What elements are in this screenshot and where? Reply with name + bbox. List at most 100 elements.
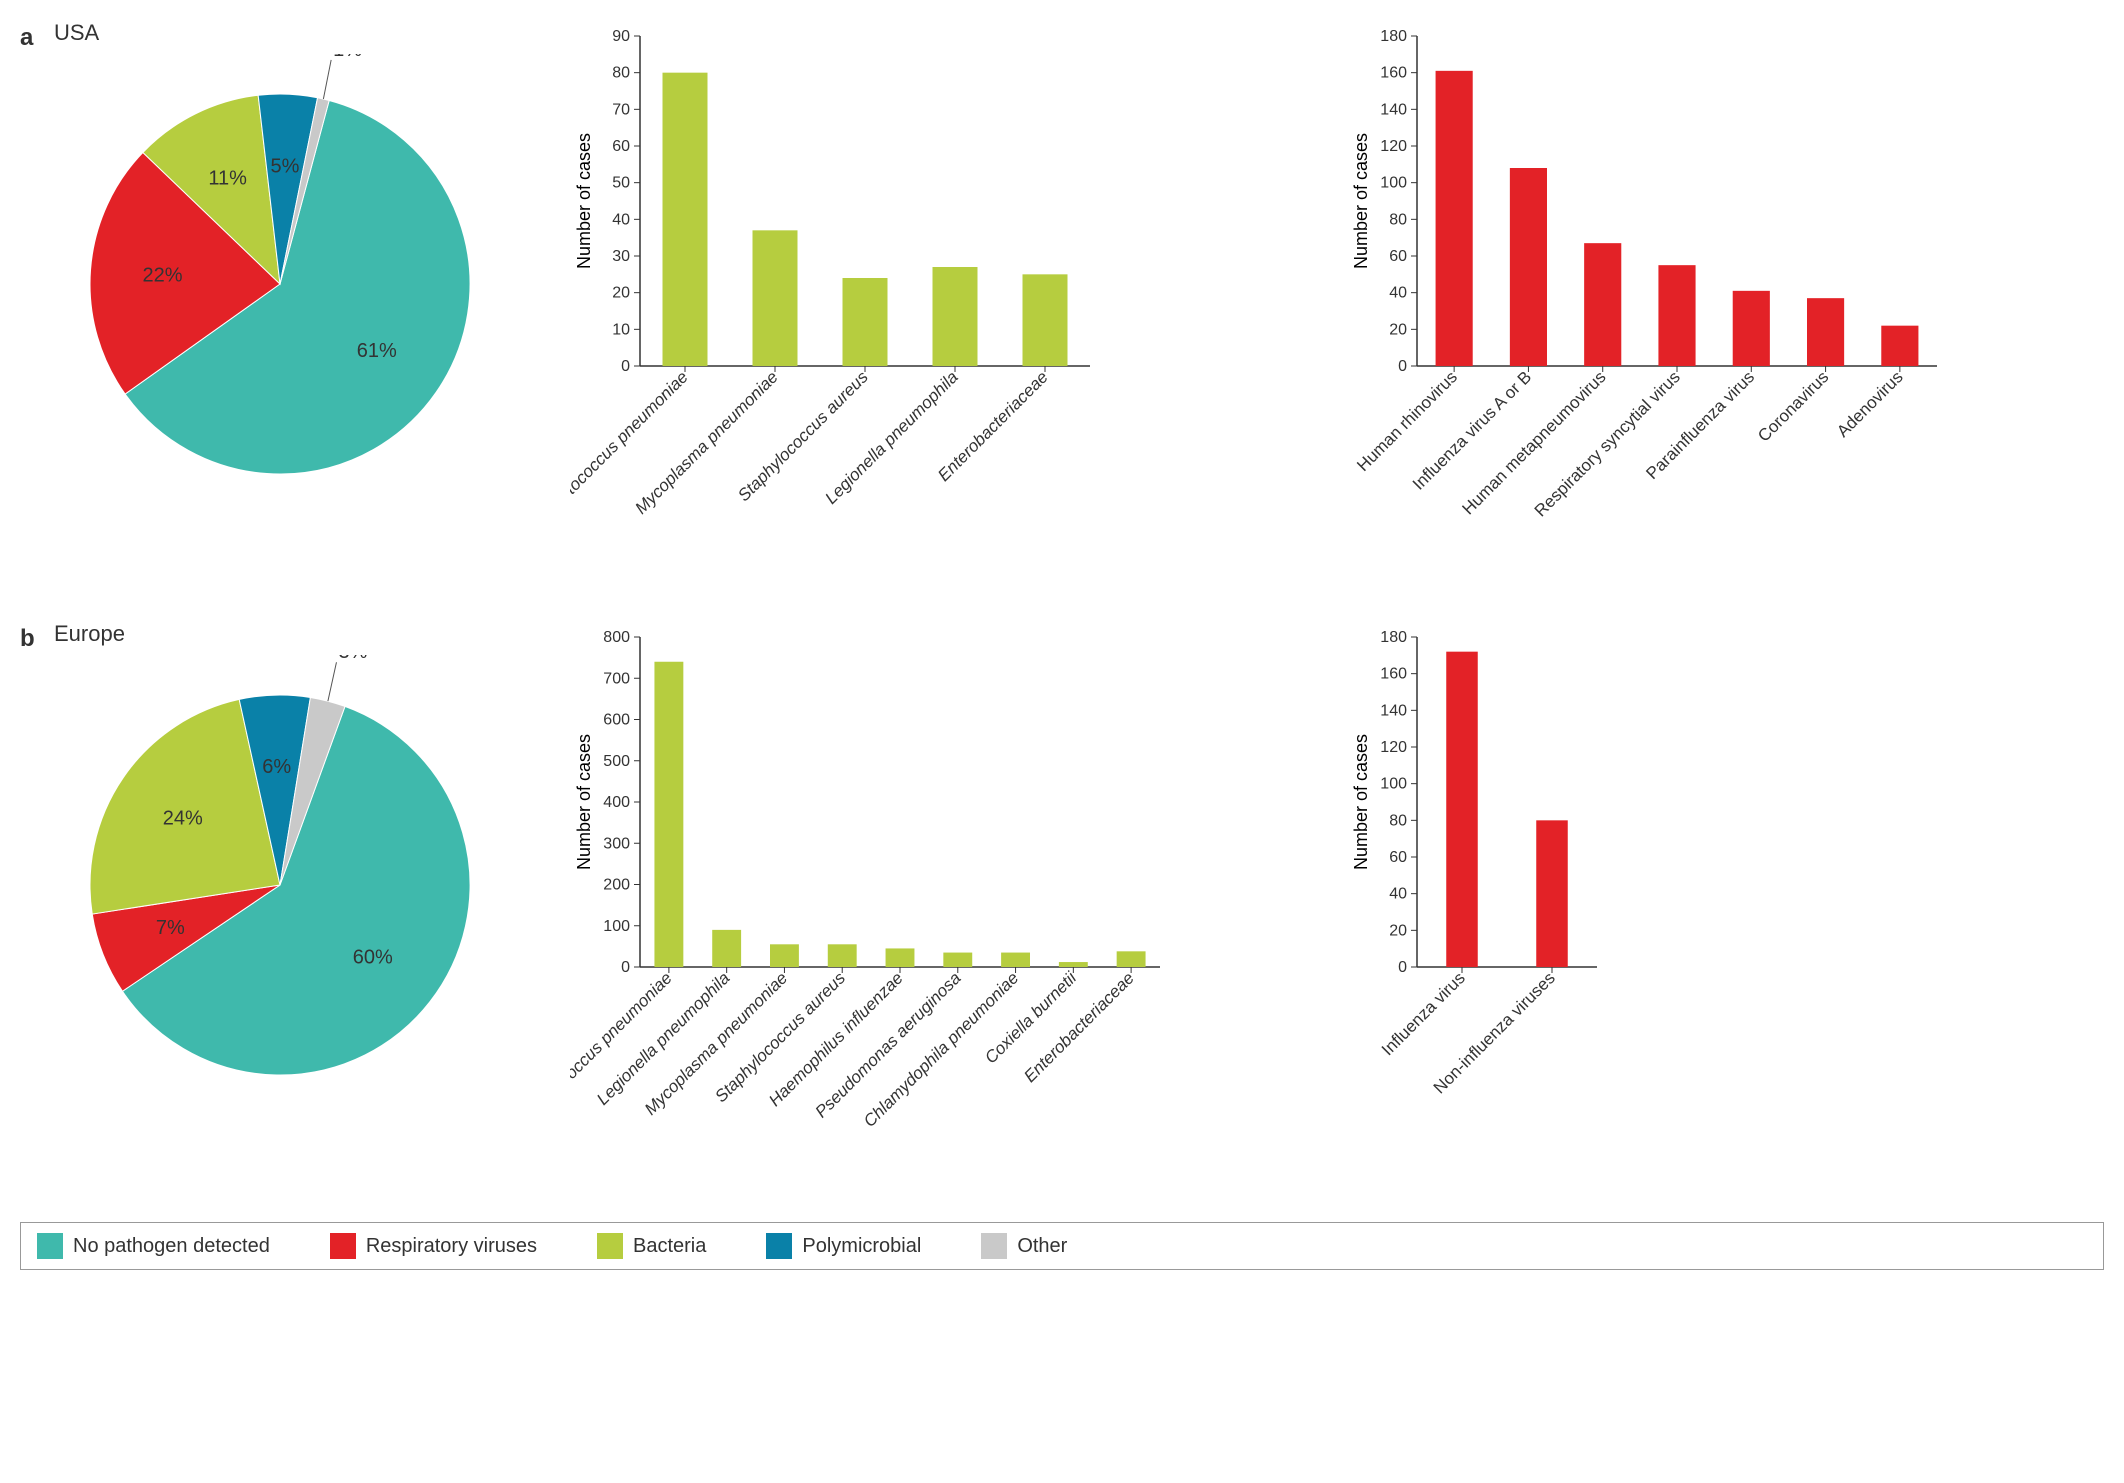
pie-pct-label: 6% [262,756,291,778]
y-tick-label: 40 [1389,886,1407,903]
legend-item: No pathogen detected [37,1233,270,1259]
legend-item: Other [981,1233,1067,1259]
legend-label: Polymicrobial [802,1235,921,1258]
bar [1001,953,1030,967]
panel-b-label: b [20,621,50,653]
bar [663,73,708,366]
x-category-label: Human metapneumovirus [1458,367,1609,518]
bar [1436,71,1473,366]
legend-item: Polymicrobial [766,1233,921,1259]
panel-b-row: b Europe 60%7%24%6%3% 010020030040050060… [20,621,2104,1182]
y-tick-label: 140 [1380,101,1407,118]
bar [1536,820,1568,967]
bar [828,944,857,967]
panel-a-row: a USA 61%22%11%5%1% 0102030405060708090N… [20,20,2104,581]
pie-callout-line [328,662,337,701]
figure: a USA 61%22%11%5%1% 0102030405060708090N… [20,20,2104,1270]
bar [712,930,741,967]
y-tick-label: 0 [1398,959,1407,976]
panel-b-virus-bar-chart: 020406080100120140160180Number of casesI… [1347,621,2084,1182]
y-tick-label: 200 [603,877,630,894]
bar [1510,168,1547,366]
y-tick-label: 160 [1380,666,1407,683]
bar [1881,326,1918,366]
y-tick-label: 20 [1389,922,1407,939]
y-tick-label: 100 [1380,776,1407,793]
pie-pct-label: 61% [357,340,397,362]
panel-a-title: USA [54,20,550,46]
bar [1117,951,1146,967]
panel-a-pie-chart: 61% 22% 11% 5% 1% [50,54,550,499]
y-tick-label: 0 [621,959,630,976]
legend-label: No pathogen detected [73,1235,270,1258]
y-tick-label: 180 [1380,28,1407,45]
legend-item: Bacteria [597,1233,706,1259]
y-tick-label: 120 [1380,739,1407,756]
pie-pct-label: 5% [270,155,299,177]
y-axis-label: Number of cases [1351,133,1371,269]
bar [933,267,978,366]
y-tick-label: 40 [612,211,630,228]
panel-b-title: Europe [54,621,550,647]
panel-a-bar1-column: 0102030405060708090Number of casesStrept… [550,20,1327,581]
pie-pct-label: 24% [163,807,203,829]
bar [1446,652,1478,967]
x-category-label: Influenza virus [1378,968,1469,1059]
x-category-label: Streptococcus pneumoniae [570,367,692,526]
y-tick-label: 60 [612,138,630,155]
bar [1733,291,1770,366]
bar [1658,265,1695,366]
y-axis-label: Number of cases [1351,734,1371,870]
panel-a-bar2-column: 020406080100120140160180Number of casesH… [1327,20,2104,581]
y-tick-label: 60 [1389,849,1407,866]
bar [654,662,683,967]
bar [1059,962,1088,967]
bar [1807,298,1844,366]
y-tick-label: 0 [1398,358,1407,375]
y-tick-label: 60 [1389,248,1407,265]
x-category-label: Coronavirus [1754,367,1832,445]
y-tick-label: 30 [612,248,630,265]
y-tick-label: 90 [612,28,630,45]
legend-swatch [981,1233,1007,1259]
x-category-label: Adenovirus [1833,367,1907,441]
bar [843,278,888,366]
y-tick-label: 800 [603,629,630,646]
y-tick-label: 140 [1380,702,1407,719]
y-tick-label: 120 [1380,138,1407,155]
legend-label: Other [1017,1235,1067,1258]
pie-pct-label: 60% [353,947,393,969]
panel-b-bar1-column: 0100200300400500600700800Number of cases… [550,621,1327,1182]
y-tick-label: 50 [612,175,630,192]
panel-b-pie-chart: 60%7%24%6%3% [50,655,550,1100]
pie-pct-label: 3% [338,655,367,663]
pie-pct-label: 1% [333,54,362,61]
y-tick-label: 300 [603,835,630,852]
y-tick-label: 180 [1380,629,1407,646]
bar [1023,274,1068,366]
y-tick-label: 700 [603,670,630,687]
y-tick-label: 500 [603,753,630,770]
panel-b-bar2-column: 020406080100120140160180Number of casesI… [1327,621,2104,1182]
bar [770,944,799,967]
x-category-label: Mycoplasma pneumoniae [631,367,781,517]
bar [886,948,915,967]
y-tick-label: 20 [612,285,630,302]
x-category-label: Enterobacteriaceae [1020,968,1138,1086]
panel-a-label: a [20,20,50,52]
y-tick-label: 0 [621,358,630,375]
y-tick-label: 100 [1380,175,1407,192]
panel-a-pie-column: USA 61% 22% 11% 5% 1% [50,20,550,499]
y-tick-label: 80 [1389,211,1407,228]
y-tick-label: 80 [612,65,630,82]
y-tick-label: 600 [603,712,630,729]
legend-swatch [766,1233,792,1259]
y-tick-label: 70 [612,101,630,118]
pie-pct-label: 22% [143,264,183,286]
legend-swatch [597,1233,623,1259]
pie-pct-label: 11% [208,167,247,189]
pie-callout-line [323,60,331,99]
panel-b-pie-column: Europe 60%7%24%6%3% [50,621,550,1100]
y-tick-label: 20 [1389,321,1407,338]
y-tick-label: 400 [603,794,630,811]
